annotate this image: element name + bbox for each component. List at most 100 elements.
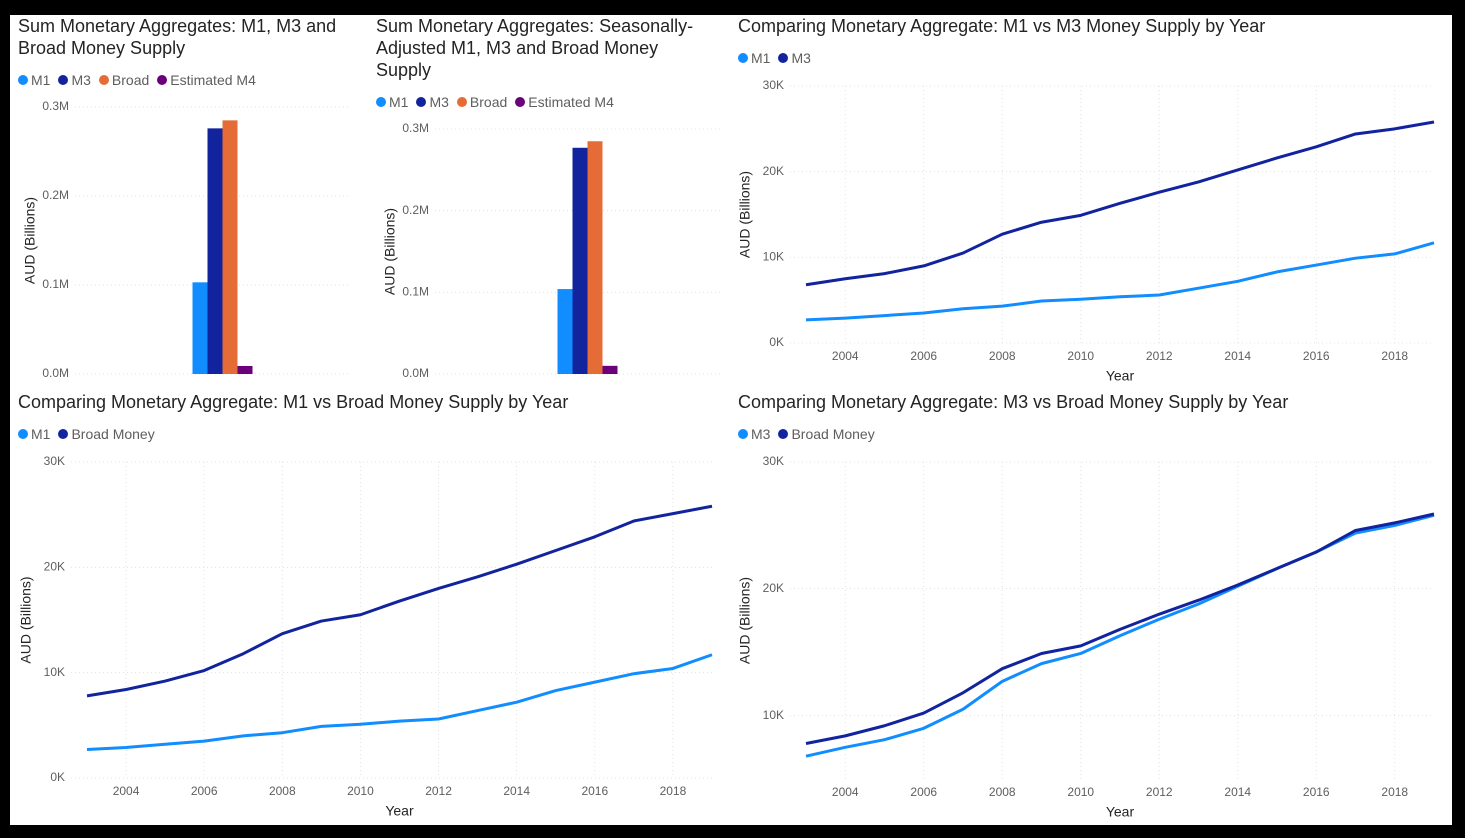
line	[86, 653, 713, 752]
legend-item: Broad Money	[778, 426, 875, 442]
y-tick-label: 30K	[763, 78, 784, 92]
legend-marker	[515, 97, 526, 107]
x-tick-label: 2008	[989, 349, 1016, 363]
bar	[572, 147, 588, 374]
x-tick-label: 2014	[503, 784, 530, 798]
y-tick-label: 0.3M	[42, 99, 69, 113]
legend-label: Estimated M4	[528, 94, 614, 110]
line	[805, 512, 1435, 745]
y-tick-label: 0.0M	[402, 366, 429, 380]
x-tick-label: 2016	[1303, 349, 1330, 363]
legend-item: M3	[778, 50, 811, 66]
legend-label: Broad Money	[71, 426, 155, 442]
y-tick-label: 10K	[763, 250, 784, 264]
y-axis-title: AUD (Billions)	[22, 197, 38, 284]
x-tick-label: 2010	[1067, 349, 1094, 363]
legend-label: M3	[791, 50, 811, 66]
chart-title: Comparing Monetary Aggregate: M1 vs M3 M…	[738, 16, 1266, 36]
line	[805, 241, 1435, 322]
legend-item: Broad	[456, 94, 507, 110]
legend-marker	[58, 75, 69, 85]
line	[805, 120, 1435, 287]
legend-marker	[778, 53, 789, 63]
x-axis-title: Year	[1106, 368, 1135, 384]
legend-item: M3	[58, 72, 91, 88]
chart-title: Sum Monetary Aggregates: M1, M3 and Broa…	[18, 16, 337, 58]
y-tick-label: 30K	[44, 454, 65, 468]
y-tick-label: 0K	[769, 335, 784, 349]
legend-marker	[778, 429, 789, 439]
legend: M3 Broad Money	[738, 426, 875, 442]
legend-marker	[738, 429, 748, 439]
legend: M1 M3	[738, 50, 811, 66]
legend-label: M1	[31, 426, 51, 442]
x-tick-label: 2014	[1224, 349, 1251, 363]
bar	[222, 120, 238, 374]
legend-item: M3	[416, 94, 449, 110]
legend-item: M1	[18, 426, 50, 442]
x-tick-label: 2012	[1146, 785, 1173, 799]
x-tick-label: 2006	[910, 785, 937, 799]
bar	[207, 128, 223, 374]
y-tick-label: 30K	[763, 454, 784, 468]
x-tick-label: 2006	[191, 784, 218, 798]
legend-item: Estimated M4	[157, 72, 256, 88]
legend-marker	[58, 429, 69, 439]
x-tick-label: 2008	[989, 785, 1016, 799]
legend-label: Estimated M4	[170, 72, 256, 88]
x-tick-label: 2012	[1146, 349, 1173, 363]
bar	[192, 282, 208, 374]
y-tick-label: 20K	[763, 164, 784, 178]
y-axis-title: AUD (Billions)	[382, 208, 398, 295]
legend-item: M1	[738, 50, 770, 66]
legend-label: M1	[31, 72, 51, 88]
chart-title: Comparing Monetary Aggregate: M1 vs Broa…	[18, 392, 569, 412]
x-tick-label: 2010	[347, 784, 374, 798]
x-tick-label: 2004	[113, 784, 140, 798]
legend-label: M1	[389, 94, 409, 110]
legend-item: Broad	[98, 72, 150, 88]
x-tick-label: 2018	[1381, 785, 1408, 799]
y-tick-label: 0K	[50, 770, 65, 784]
x-tick-label: 2016	[581, 784, 608, 798]
background	[10, 15, 1452, 825]
x-tick-label: 2004	[832, 349, 859, 363]
bar	[237, 365, 253, 374]
y-tick-label: 20K	[44, 560, 65, 574]
legend-marker	[416, 97, 427, 107]
bar	[557, 289, 573, 374]
y-tick-label: 0.2M	[42, 188, 69, 202]
x-tick-label: 2008	[269, 784, 296, 798]
legend: M1 Broad Money	[18, 426, 155, 442]
x-axis-title: Year	[1106, 804, 1135, 820]
legend-marker	[738, 53, 748, 63]
y-tick-label: 20K	[763, 581, 784, 595]
x-tick-label: 2004	[832, 785, 859, 799]
legend-label: M3	[71, 72, 91, 88]
y-axis-title: AUD (Billions)	[18, 576, 34, 663]
y-tick-label: 0.1M	[42, 277, 69, 291]
legend-marker	[376, 97, 386, 107]
x-tick-label: 2018	[660, 784, 687, 798]
x-tick-label: 2014	[1224, 785, 1251, 799]
legend-item: M3	[738, 426, 770, 442]
chart-title: Comparing Monetary Aggregate: M3 vs Broa…	[738, 392, 1289, 412]
bar	[587, 141, 603, 374]
y-axis-title: AUD (Billions)	[737, 171, 753, 258]
y-tick-label: 0.3M	[402, 121, 429, 135]
legend-marker	[18, 429, 28, 439]
legend: M1 M3 Broad Estimated M4	[18, 72, 256, 88]
line	[86, 504, 713, 698]
y-tick-label: 0.0M	[42, 366, 69, 380]
legend-marker	[18, 75, 28, 85]
x-tick-label: 2016	[1303, 785, 1330, 799]
y-tick-label: 0.1M	[402, 285, 429, 299]
y-tick-label: 10K	[44, 665, 65, 679]
legend-label: Broad	[111, 72, 150, 88]
legend-item: M1	[18, 72, 50, 88]
x-tick-label: 2018	[1381, 349, 1408, 363]
y-axis-title: AUD (Billions)	[737, 577, 753, 664]
legend-label: M3	[751, 426, 771, 442]
legend-marker	[98, 75, 109, 85]
x-tick-label: 2006	[910, 349, 937, 363]
